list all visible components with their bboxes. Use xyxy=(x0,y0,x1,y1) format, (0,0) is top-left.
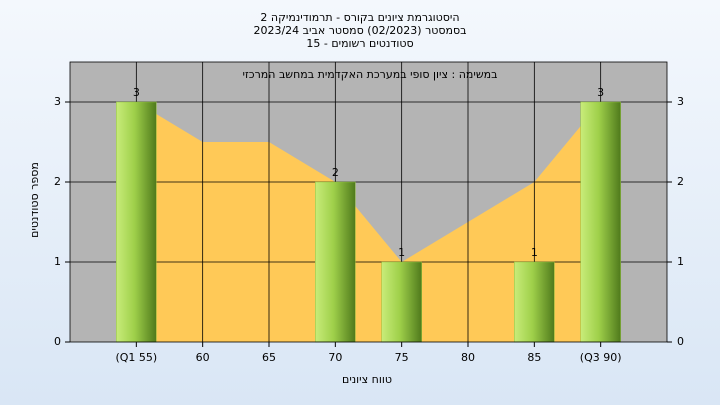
bar xyxy=(580,101,621,343)
annotation: במשימה : ציון סופי במערכת האקדמית במחשב … xyxy=(243,68,498,81)
chart-subtitle: סטודנטים רשומים - 15 xyxy=(306,37,413,50)
data-label: 3 xyxy=(597,86,604,99)
y2-tick-label: 1 xyxy=(677,255,684,268)
y-tick-label: 1 xyxy=(54,255,61,268)
x-axis-label: טווח ציונים xyxy=(342,373,392,386)
y2-tick-label: 2 xyxy=(677,175,684,188)
bar xyxy=(116,101,157,343)
data-label: 2 xyxy=(332,166,339,179)
bar xyxy=(514,261,555,343)
x-tick-label: 80 xyxy=(461,351,475,364)
data-label: 3 xyxy=(133,86,140,99)
chart-subtitle: בסמסטר (02/2023) סמסטר אביב 2023/24 xyxy=(253,24,466,37)
x-tick-label: 65 xyxy=(262,351,276,364)
x-tick-label: 75 xyxy=(395,351,409,364)
x-tick-label: (Q1 55) xyxy=(115,351,157,364)
plot-frame xyxy=(69,61,668,343)
y-tick-label: 2 xyxy=(54,175,61,188)
data-label: 1 xyxy=(531,246,538,259)
bar xyxy=(315,181,356,343)
y-tick-label: 0 xyxy=(54,335,61,348)
area xyxy=(136,102,601,342)
data-label: 1 xyxy=(398,246,405,259)
y2-tick-label: 0 xyxy=(677,335,684,348)
chart-title: היסטוגרמת ציונים בקורס - תרמודינמיקה 2 xyxy=(260,11,459,24)
x-tick-label: 70 xyxy=(328,351,342,364)
bar xyxy=(381,261,422,343)
x-tick-label: 85 xyxy=(527,351,541,364)
x-tick-label: 60 xyxy=(196,351,210,364)
y-axis-label: מספר סטודנטים xyxy=(28,162,41,238)
x-tick-label: (Q3 90) xyxy=(580,351,622,364)
y-tick-label: 3 xyxy=(54,95,61,108)
y2-tick-label: 3 xyxy=(677,95,684,108)
